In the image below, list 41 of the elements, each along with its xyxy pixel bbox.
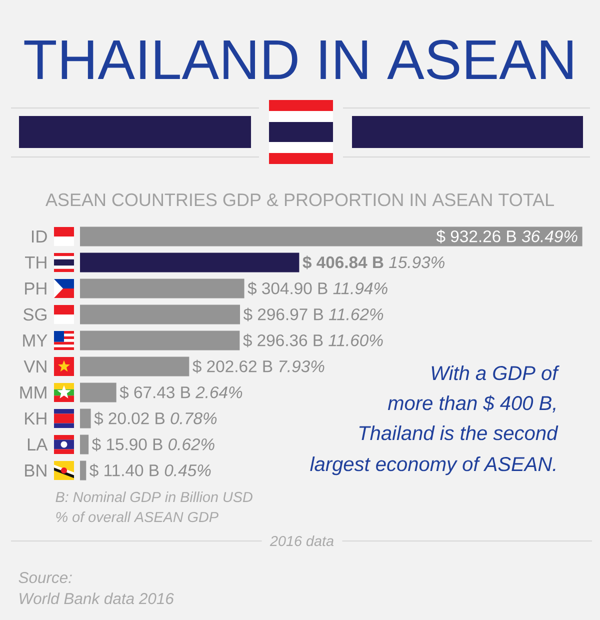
data-label: $ 67.43 B 2.64% xyxy=(120,386,242,400)
y-tick-label: KH xyxy=(25,412,46,424)
bar xyxy=(80,226,582,246)
y-tick-label: VN xyxy=(24,360,46,372)
chart-title: THAILAND IN ASEAN xyxy=(24,40,572,80)
y-tick-label: SG xyxy=(23,308,46,321)
data-label: $ 11.40 B 0.45% xyxy=(90,464,211,478)
bar xyxy=(80,460,86,480)
data-label: $ 296.97 B 11.62% xyxy=(243,308,384,322)
y-tick-label: PH xyxy=(25,282,46,294)
data-label: $ 304.90 B 11.94% xyxy=(248,282,388,296)
y-tick-label: ID xyxy=(32,230,47,242)
data-label: $ 406.84 B 15.93% xyxy=(302,256,444,270)
text: 2016 data xyxy=(270,536,334,546)
bar xyxy=(80,356,190,376)
source-note: Source: xyxy=(18,572,72,584)
data-label: $ 15.90 B 0.62% xyxy=(92,438,214,452)
y-tick-label: MM xyxy=(20,386,46,398)
data-label: $ 20.02 B 0.78% xyxy=(94,412,217,426)
bar xyxy=(80,304,240,324)
annotation: largest economy of ASEAN. xyxy=(310,456,556,476)
y-tick-label: MY xyxy=(23,334,48,346)
data-label: $ 296.36 B 11.60% xyxy=(243,334,383,348)
y-tick-label: LA xyxy=(28,438,48,450)
bar xyxy=(80,434,89,454)
bar xyxy=(80,408,91,428)
chart-subtitle: ASEAN COUNTRIES GDP & PROPORTION IN ASEAN TOTAL xyxy=(45,193,554,206)
bar xyxy=(80,330,240,350)
bar xyxy=(80,278,244,298)
y-tick-label: BN xyxy=(25,464,46,476)
annotation: more than $ 400 B, xyxy=(388,395,556,413)
bar xyxy=(80,382,116,402)
data-label: $ 202.62 B 7.93% xyxy=(192,360,324,374)
bar xyxy=(80,252,300,272)
annotation: With a GDP of xyxy=(432,366,560,380)
text: B: Nominal GDP in Billion USD xyxy=(56,492,252,502)
y-tick-label: TH xyxy=(25,256,46,268)
text: World Bank data 2016 xyxy=(20,592,174,604)
text: % of overall ASEAN GDP xyxy=(56,512,218,522)
annotation: Thailand is the second xyxy=(359,426,558,440)
data-label: $ 932.26 B 36.49% xyxy=(436,230,578,244)
